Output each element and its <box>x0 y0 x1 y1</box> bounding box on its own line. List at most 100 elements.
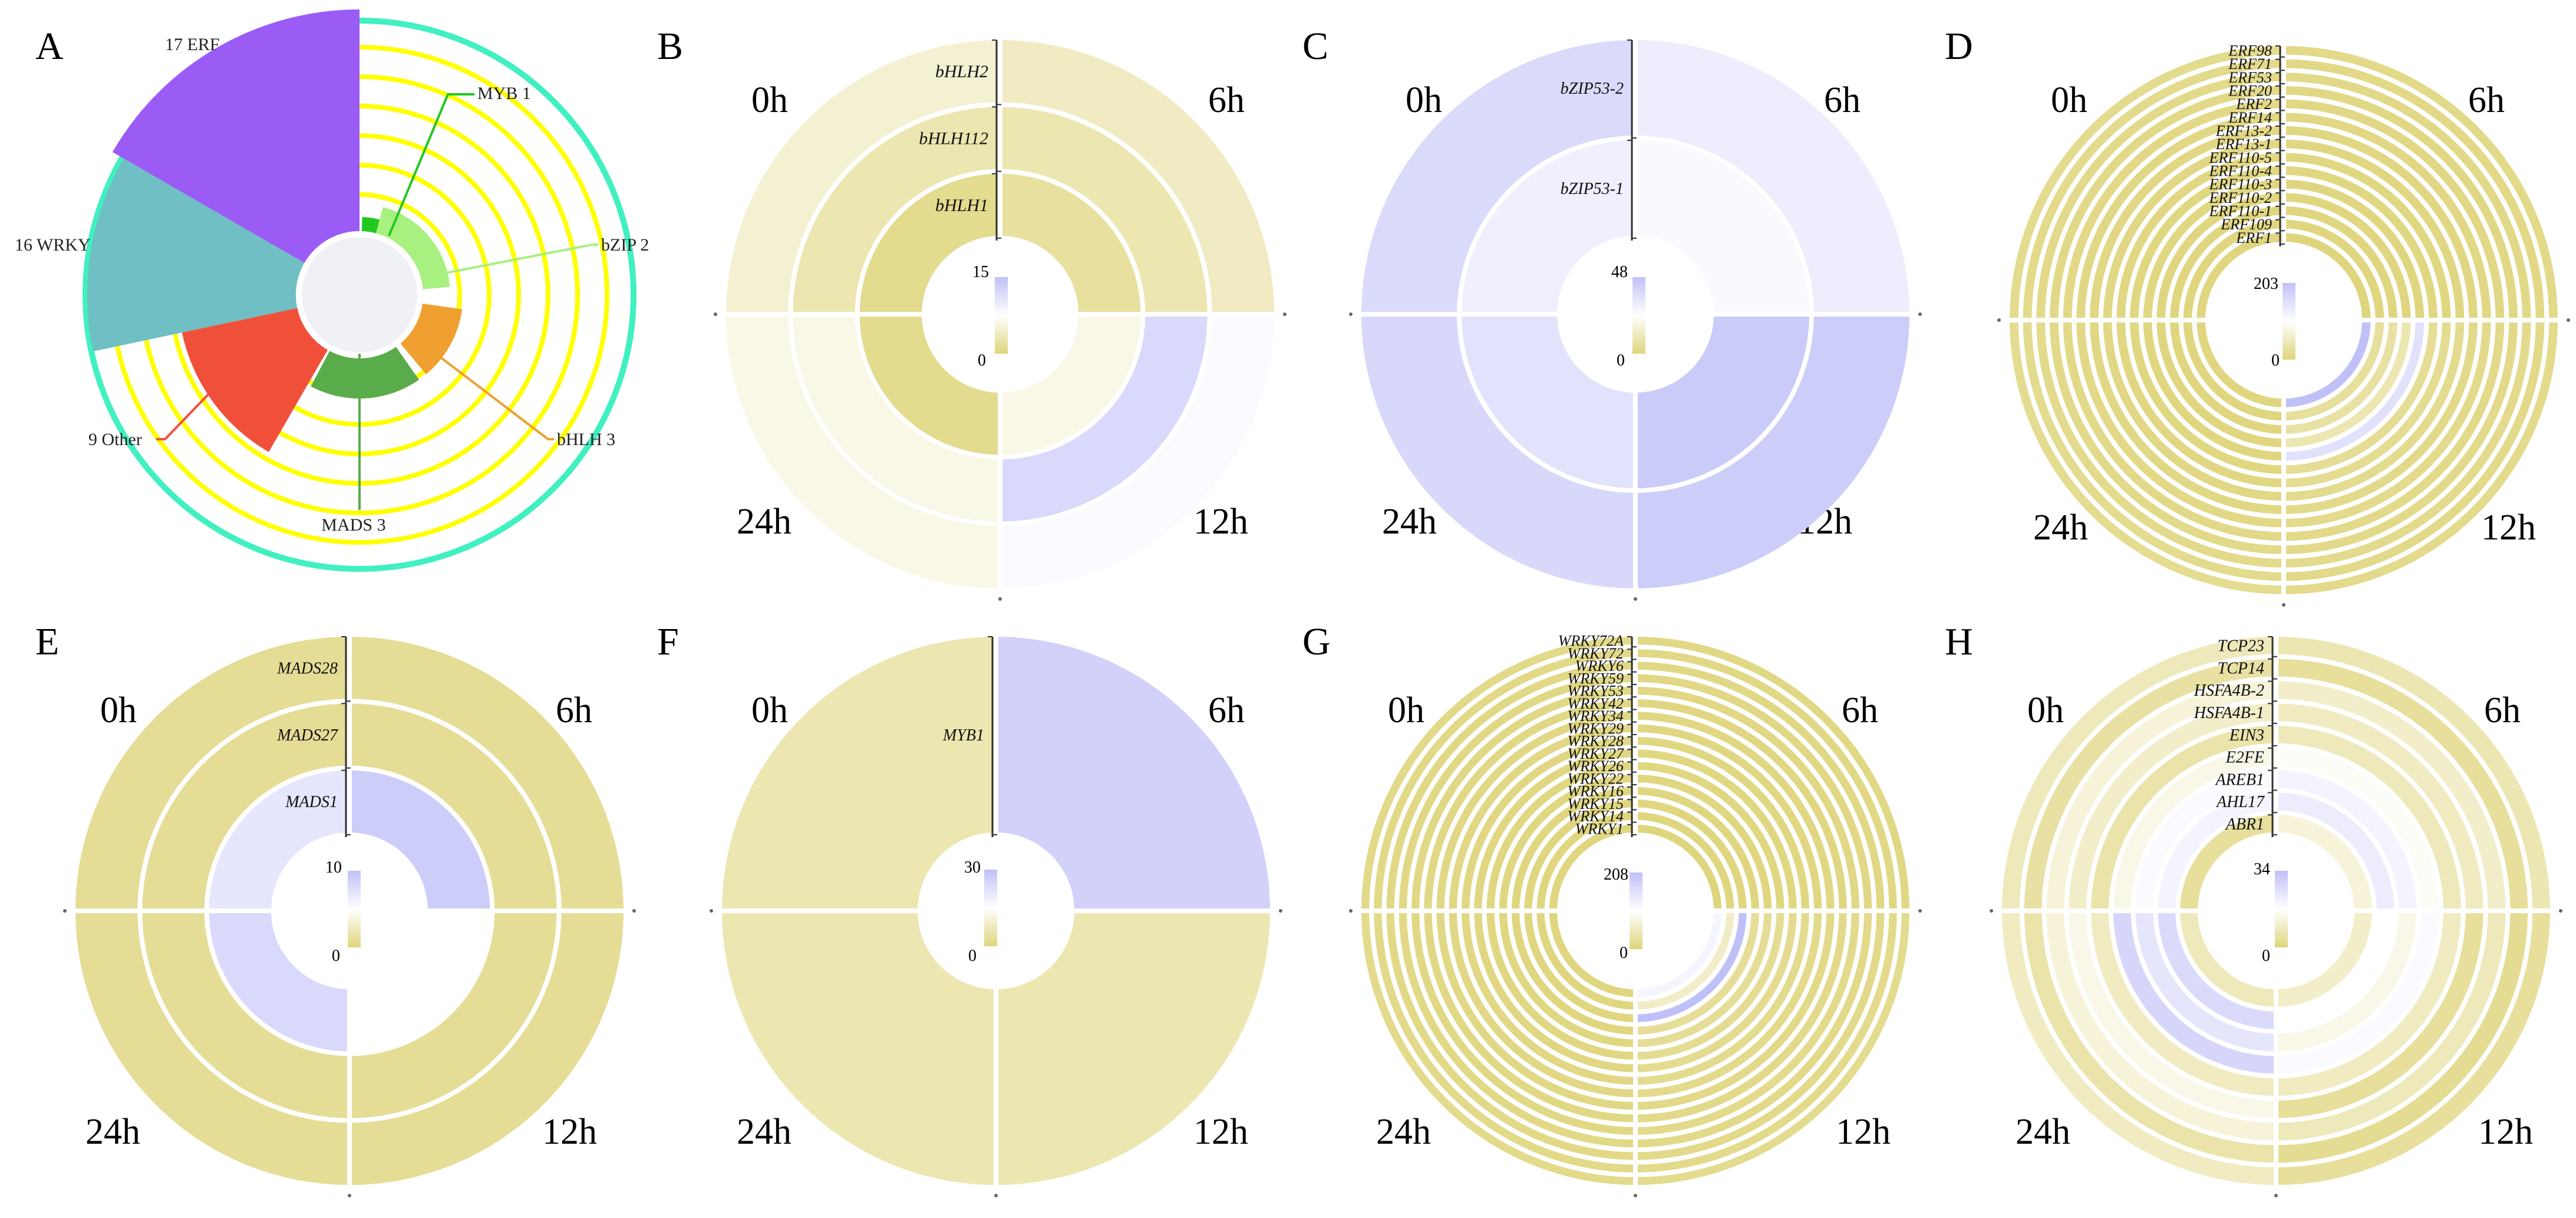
panel-d-legend-bar <box>2283 283 2295 360</box>
heat-cell-ein3-12h <box>2277 911 2461 1096</box>
heat-cell-mads27-6h <box>350 703 557 910</box>
heat-axis-dot <box>2274 1194 2278 1197</box>
heat-cell-e2fe-6h <box>2277 748 2439 910</box>
heat-axis-dot <box>1634 1194 1637 1197</box>
heat-cell-mads28-0h <box>75 637 349 910</box>
gene-label-erf2: ERF2 <box>2235 96 2272 113</box>
heat-cell-erf1-0h <box>2196 233 2284 320</box>
heat-axis-dot <box>710 909 713 913</box>
panel-f-label-0h: 0h <box>751 690 788 730</box>
panel-b-label-24h: 24h <box>737 502 791 542</box>
panel-b-letter: B <box>657 25 683 68</box>
gene-label-bzip53-2: bZIP53-2 <box>1561 80 1624 98</box>
gene-label-erf71: ERF71 <box>2228 55 2272 73</box>
panel-h-legend-min: 0 <box>2262 947 2270 965</box>
gene-label-tcp23: TCP23 <box>2218 637 2264 656</box>
heat-cell-myb1-6h <box>996 637 1270 911</box>
heat-axis-dot <box>348 1194 351 1197</box>
panel-d-label-12h: 12h <box>2481 508 2536 548</box>
panel-g: G 0h 6h 12h 24h WRKY72AWRKY72WRKY6WRKY59… <box>1302 620 1922 1197</box>
heat-cell-bhlh1-6h <box>1000 173 1141 314</box>
panel-e-legend-bar <box>348 871 361 947</box>
panel-f-label-12h: 12h <box>1193 1112 1248 1152</box>
panel-f-legend-max: 30 <box>964 858 981 877</box>
heat-cell-wrky1-12h <box>1635 911 1722 998</box>
heat-cell-mads27-12h <box>350 911 557 1118</box>
heat-cell-hsfa4b-1-12h <box>2277 911 2483 1118</box>
panel-a: A 17 ERF MYB 1 bZIP 2 bHLH 3 MADS 3 9 Other 16… <box>15 9 649 572</box>
gene-label-erf110-3: ERF110-3 <box>2209 176 2272 193</box>
heat-cell-wrky14-6h <box>1635 812 1734 911</box>
heat-cell-erf98-24h <box>2010 321 2283 594</box>
heat-cell-tcp14-6h <box>2277 659 2528 910</box>
panel-g-label-0h: 0h <box>1388 690 1424 730</box>
panel-b-legend-bar <box>995 277 1008 354</box>
panel-g-heatmap: WRKY72AWRKY72WRKY6WRKY59WRKY53WRKY42WRKY… <box>1349 633 1922 1197</box>
heat-cell-erf110-3-6h <box>2284 179 2425 320</box>
panel-g-label-24h: 24h <box>1376 1112 1431 1152</box>
heat-cell-wrky15-0h <box>1524 799 1635 911</box>
gene-label-bhlh112: bHLH112 <box>919 129 988 149</box>
heat-cell-bhlh112-12h <box>1001 315 1208 522</box>
gene-label-wrky53: WRKY53 <box>1568 683 1624 700</box>
heat-cell-areb1-6h <box>2277 770 2417 910</box>
gene-label-abr1: ABR1 <box>2225 815 2264 834</box>
panel-a-sectors <box>87 9 463 452</box>
heat-axis-dot <box>1918 909 1922 913</box>
panel-c-legend: 48 0 <box>1611 263 1645 370</box>
heat-cell-hsfa4b-2-12h <box>2277 911 2506 1141</box>
heat-cell-wrky22-24h <box>1499 911 1635 1048</box>
panel-b-legend-min: 0 <box>978 351 986 370</box>
heat-cell-wrky16-24h <box>1512 911 1635 1035</box>
gene-label-bhlh1: bHLH1 <box>935 196 988 215</box>
panel-a-center <box>302 237 417 353</box>
rose-sector-wrky <box>87 159 360 352</box>
panel-g-legend-bar <box>1630 873 1642 949</box>
heat-axis-dot <box>1283 312 1287 316</box>
panel-h-label-0h: 0h <box>2027 690 2064 730</box>
gene-label-erf53: ERF53 <box>2228 69 2272 86</box>
heat-cell-e2fe-12h <box>2277 911 2439 1074</box>
heat-cell-erf98-12h <box>2285 321 2558 594</box>
heat-cell-wrky14-0h <box>1536 812 1635 911</box>
panel-b-label-12h: 12h <box>1193 502 1248 542</box>
gene-label-erf1: ERF1 <box>2235 229 2272 246</box>
gene-label-wrky42: WRKY42 <box>1568 695 1624 712</box>
heat-cell-mads1-24h <box>209 911 349 1052</box>
heat-cell-tcp14-12h <box>2277 912 2528 1163</box>
rose-leader-erf <box>240 46 269 113</box>
heat-cell-wrky15-24h <box>1524 911 1635 1022</box>
heat-axis-dot <box>1918 312 1922 316</box>
heat-cell-ahl17-0h <box>2158 792 2276 911</box>
gene-label-myb1: MYB1 <box>942 726 984 745</box>
gene-label-tcp14: TCP14 <box>2218 659 2264 677</box>
heat-cell-erf109-0h <box>2183 219 2284 320</box>
heat-cell-bhlh2-0h <box>726 40 1000 314</box>
gene-label-mads27: MADS27 <box>276 726 338 745</box>
panel-b-legend: 15 0 <box>972 263 1008 370</box>
rose-leader-bhlh <box>411 335 554 440</box>
gene-label-erf110-5: ERF110-5 <box>2209 149 2272 166</box>
heat-cell-bzip53-2-6h <box>1636 40 1909 314</box>
heat-cell-hsfa4b-1-6h <box>2277 703 2483 910</box>
heat-cell-mads27-24h <box>142 911 349 1118</box>
heat-cell-bzip53-1-0h <box>1462 140 1635 314</box>
heat-cell-bzip53-2-0h <box>1361 40 1635 314</box>
panel-e-legend: 10 0 <box>325 858 361 965</box>
gene-label-wrky34: WRKY34 <box>1568 707 1624 725</box>
gene-label-ein3: EIN3 <box>2229 726 2264 745</box>
heat-cell-tcp23-12h <box>2277 912 2550 1185</box>
heat-cell-erf1-24h <box>2196 320 2284 407</box>
heat-cell-myb1-24h <box>722 911 996 1185</box>
heat-cell-erf110-2-6h <box>2284 193 2411 320</box>
heat-cell-wrky16-6h <box>1636 787 1759 910</box>
heat-cell-wrky22-0h <box>1499 774 1635 910</box>
heat-axis-dot <box>994 1194 998 1197</box>
panel-c-legend-bar <box>1632 277 1645 354</box>
panel-c-label-6h: 6h <box>1824 80 1861 120</box>
panel-e-legend-max: 10 <box>325 858 342 877</box>
heat-cell-bhlh1-0h <box>859 173 1000 314</box>
rose-label-mads: MADS 3 <box>321 515 385 535</box>
panel-f-heatmap: MYB1 <box>710 634 1282 1197</box>
